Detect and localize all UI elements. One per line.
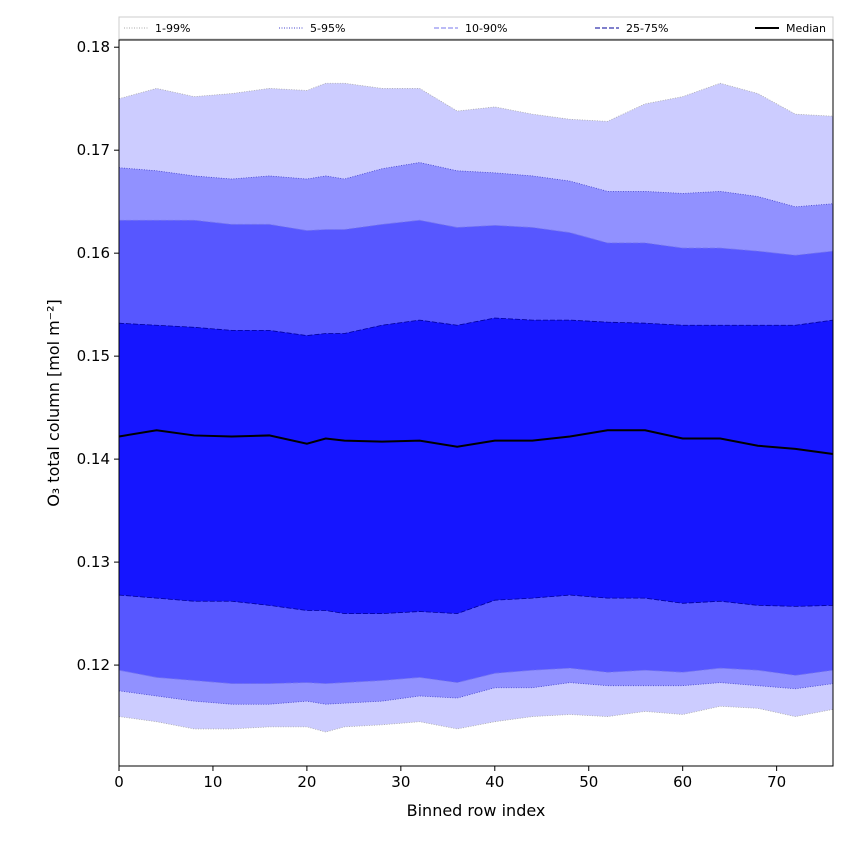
legend-label: Median (786, 22, 826, 35)
x-axis: 0 10 20 30 40 50 60 70 (114, 766, 786, 791)
x-tick-label: 20 (297, 773, 316, 791)
y-tick-label: 0.17 (77, 141, 110, 159)
x-tick-label: 60 (673, 773, 692, 791)
x-tick-label: 50 (579, 773, 598, 791)
legend-label: 25-75% (626, 22, 668, 35)
band-1-99%-upper-line (118, 82, 834, 122)
y-tick-label: 0.15 (77, 347, 110, 365)
legend-label: 10-90% (465, 22, 507, 35)
bands-layer (118, 82, 834, 733)
legend-label: 5-95% (310, 22, 345, 35)
x-tick-label: 10 (203, 773, 222, 791)
x-tick-label: 30 (391, 773, 410, 791)
legend: 1-99% 5-95% 10-90% 25-75% Median (118, 16, 834, 40)
x-tick-label: 0 (114, 773, 124, 791)
y-axis-label: O₃ total column [mol m⁻²] (44, 299, 63, 507)
y-axis: 0.12 0.13 0.14 0.15 0.16 0.17 0.18 (77, 38, 119, 674)
legend-label: 1-99% (155, 22, 190, 35)
y-tick-label: 0.16 (77, 244, 110, 262)
median-line (118, 429, 834, 455)
y-tick-label: 0.18 (77, 38, 110, 56)
y-tick-label: 0.12 (77, 656, 110, 674)
band-10-90%-lower-line (118, 667, 834, 685)
band-25-75%-upper-line (118, 317, 834, 336)
band-5-95%-upper-line (118, 162, 834, 208)
y-tick-label: 0.14 (77, 450, 110, 468)
band-10-90%-upper-line (119, 219, 834, 256)
median-layer (118, 429, 834, 455)
central-area (119, 318, 833, 614)
y-tick-label: 0.13 (77, 553, 110, 571)
x-axis-label: Binned row index (407, 801, 546, 820)
x-tick-label: 40 (485, 773, 504, 791)
x-tick-label: 70 (767, 773, 786, 791)
plot-area-frame (118, 39, 834, 767)
band-25-75%-lower-line (118, 594, 834, 614)
legend-box (118, 16, 834, 40)
